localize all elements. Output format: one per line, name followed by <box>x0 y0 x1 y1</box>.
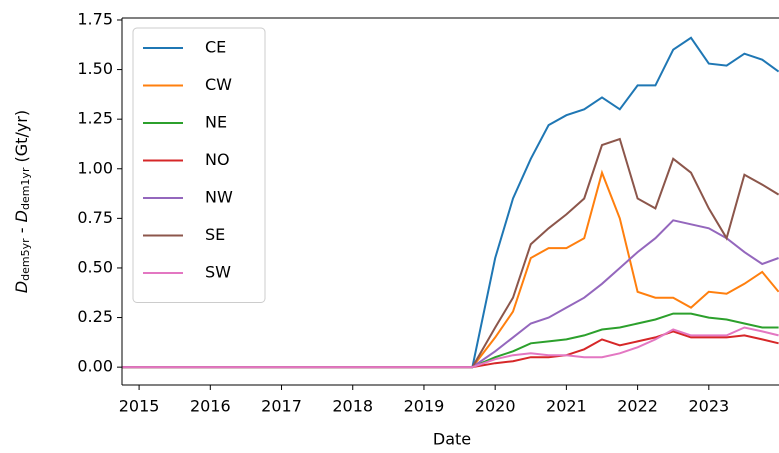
x-tick-label: 2015 <box>119 397 160 416</box>
y-axis-label-part: dem5yr <box>19 238 32 281</box>
y-tick-label: 0.50 <box>77 257 113 276</box>
legend-label: CE <box>205 38 226 57</box>
y-axis-label-part: dem1yr <box>19 167 32 210</box>
y-tick-label: 1.75 <box>77 9 113 28</box>
x-tick-label: 2022 <box>617 397 658 416</box>
legend-label: SE <box>205 225 225 244</box>
legend-label: CW <box>205 75 232 94</box>
x-tick-label: 2018 <box>332 397 373 416</box>
y-tick-label: 1.25 <box>77 109 113 128</box>
y-axis-label-part: D <box>12 281 31 293</box>
data-line <box>122 169 779 369</box>
legend-label: NW <box>205 188 233 207</box>
y-axis-label-part: D <box>12 210 31 222</box>
x-tick-label: 2016 <box>190 397 231 416</box>
y-axis-label-part: (Gt/yr) <box>12 110 31 168</box>
data-line <box>122 36 779 369</box>
y-tick-label: 0.00 <box>77 357 113 376</box>
y-tick-label: 1.00 <box>77 158 113 177</box>
x-tick-label: 2020 <box>475 397 516 416</box>
legend-label: SW <box>205 263 231 282</box>
data-line <box>122 330 779 369</box>
y-axis-label-part: - <box>12 222 31 238</box>
legend-label: NO <box>205 150 230 169</box>
x-tick-label: 2017 <box>261 397 302 416</box>
data-line <box>122 312 779 369</box>
x-tick-label: 2019 <box>404 397 445 416</box>
x-tick-label: 2023 <box>688 397 729 416</box>
legend-box <box>132 27 266 303</box>
data-line <box>122 137 779 369</box>
y-tick-label: 0.75 <box>77 208 113 227</box>
legend-label: NE <box>205 113 227 132</box>
plot-area <box>122 36 779 369</box>
y-axis-label: Ddem5yr - Ddem1yr (Gt/yr) <box>12 110 33 293</box>
y-tick-label: 0.25 <box>77 307 113 326</box>
data-line <box>122 326 779 369</box>
x-axis-label: Date <box>433 430 471 449</box>
x-tick-label: 2021 <box>546 397 587 416</box>
y-tick-label: 1.50 <box>77 59 113 78</box>
